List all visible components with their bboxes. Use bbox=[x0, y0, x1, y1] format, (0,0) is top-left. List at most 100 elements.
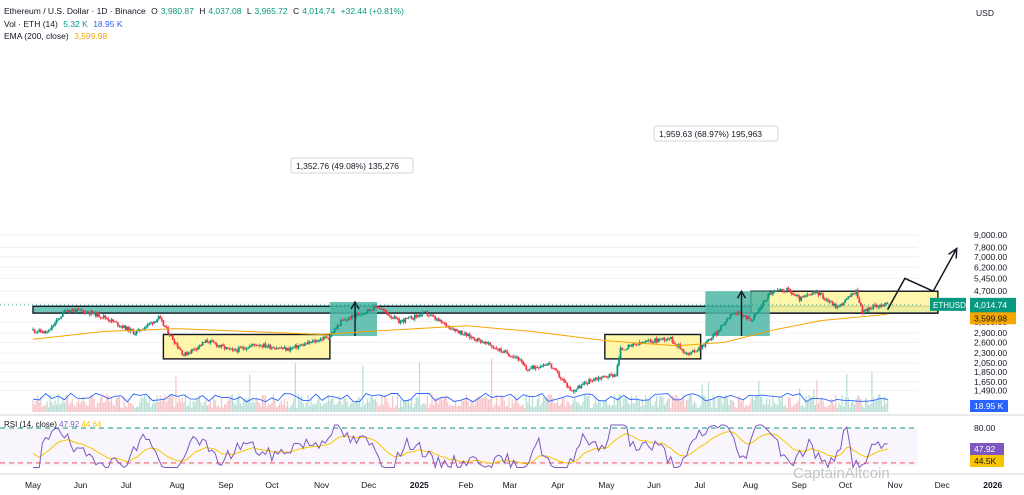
volume-bar bbox=[84, 401, 86, 412]
candle-body bbox=[376, 306, 378, 308]
volume-bar bbox=[341, 404, 344, 412]
volume-bar bbox=[396, 394, 399, 412]
volume-bar bbox=[729, 399, 732, 412]
candle-body bbox=[690, 351, 693, 354]
volume-bar bbox=[220, 397, 223, 412]
volume-bar bbox=[55, 404, 58, 412]
candle-body bbox=[201, 342, 204, 346]
candle-body bbox=[522, 361, 525, 365]
volume-bar bbox=[59, 404, 61, 412]
candle-body bbox=[732, 313, 735, 315]
volume-bar bbox=[148, 395, 150, 412]
volume-bar bbox=[385, 397, 388, 412]
candle-body bbox=[750, 319, 752, 321]
candle-body bbox=[57, 318, 60, 320]
candle-body bbox=[87, 311, 89, 313]
volume-bar bbox=[211, 407, 213, 412]
candle-body bbox=[647, 340, 650, 341]
candle-body bbox=[781, 289, 784, 291]
volume-bar bbox=[539, 405, 542, 412]
price-tick-label: 7,000.00 bbox=[974, 252, 1007, 262]
candle-body bbox=[44, 331, 47, 333]
volume-bar bbox=[206, 405, 208, 412]
volume-bar bbox=[147, 402, 149, 412]
candle-body bbox=[55, 319, 58, 323]
volume-bar bbox=[682, 395, 684, 412]
volume-bar bbox=[312, 404, 314, 412]
candle-body bbox=[823, 298, 826, 300]
candle-body bbox=[586, 382, 589, 384]
candle-body bbox=[704, 342, 707, 347]
candle-body bbox=[784, 291, 787, 293]
volume-bar bbox=[660, 396, 662, 412]
volume-bar bbox=[52, 405, 55, 412]
candle-body bbox=[501, 351, 504, 353]
currency-label: USD bbox=[976, 8, 994, 18]
candle-body bbox=[770, 292, 773, 295]
volume-bar bbox=[250, 403, 252, 412]
candle-body bbox=[351, 315, 353, 320]
candle-body bbox=[308, 341, 311, 343]
candle-body bbox=[665, 339, 667, 341]
volume-bar bbox=[527, 402, 529, 412]
volume-bar bbox=[591, 407, 593, 412]
ema-price-tag bbox=[970, 312, 1016, 325]
candle-body bbox=[699, 347, 702, 350]
time-tick-label: Aug bbox=[170, 480, 185, 490]
volume-bar bbox=[557, 400, 559, 412]
volume-bar bbox=[590, 407, 592, 412]
volume-bar bbox=[531, 396, 534, 412]
candle-body bbox=[816, 291, 818, 293]
volume-bar bbox=[51, 401, 53, 412]
volume-bar bbox=[442, 399, 444, 412]
candle-body bbox=[135, 330, 138, 335]
volume-bar bbox=[607, 404, 609, 412]
volume-bar bbox=[228, 399, 230, 412]
volume-bar bbox=[662, 396, 664, 412]
volume-bar bbox=[695, 403, 697, 412]
volume-bar bbox=[288, 407, 290, 412]
candle-body bbox=[566, 382, 569, 387]
candle-body bbox=[236, 350, 239, 352]
close-value: 4,014.74 bbox=[302, 6, 336, 16]
volume-bar bbox=[187, 405, 190, 412]
volume-bar bbox=[414, 403, 416, 412]
candle-body bbox=[115, 321, 118, 323]
candle-body bbox=[834, 303, 837, 308]
ema-200-line bbox=[32, 313, 888, 347]
candle-body bbox=[321, 339, 323, 340]
candle-body bbox=[369, 309, 372, 311]
candle-body bbox=[786, 287, 788, 292]
candle-body bbox=[723, 324, 726, 326]
candle-body bbox=[655, 338, 658, 343]
volume-bar bbox=[216, 406, 218, 412]
candle-body bbox=[806, 294, 809, 296]
volume-bar bbox=[577, 402, 579, 412]
candle-body bbox=[223, 346, 226, 349]
volume-bar bbox=[720, 395, 722, 412]
candle-body bbox=[537, 367, 540, 369]
volume-bar bbox=[183, 402, 185, 412]
volume-bar bbox=[404, 401, 406, 412]
volume-bar bbox=[646, 399, 648, 412]
candle-body bbox=[715, 332, 718, 335]
volume-bar bbox=[382, 404, 384, 412]
candle-body bbox=[619, 347, 622, 358]
volume-bar bbox=[389, 406, 391, 412]
candle-body bbox=[391, 317, 394, 319]
volume-bar bbox=[367, 398, 369, 412]
volume-bar bbox=[418, 362, 421, 412]
candle-body bbox=[853, 293, 856, 294]
candle-body bbox=[80, 309, 83, 311]
volume-bar bbox=[409, 403, 411, 412]
volume-bar bbox=[209, 400, 212, 412]
candle-body bbox=[528, 368, 531, 371]
candle-body bbox=[731, 313, 733, 315]
volume-bar bbox=[854, 404, 856, 412]
volume-bar bbox=[324, 403, 326, 412]
volume-bar bbox=[68, 404, 70, 412]
candle-body bbox=[478, 338, 481, 340]
candle-body bbox=[316, 340, 319, 342]
volume-bar bbox=[819, 400, 821, 412]
